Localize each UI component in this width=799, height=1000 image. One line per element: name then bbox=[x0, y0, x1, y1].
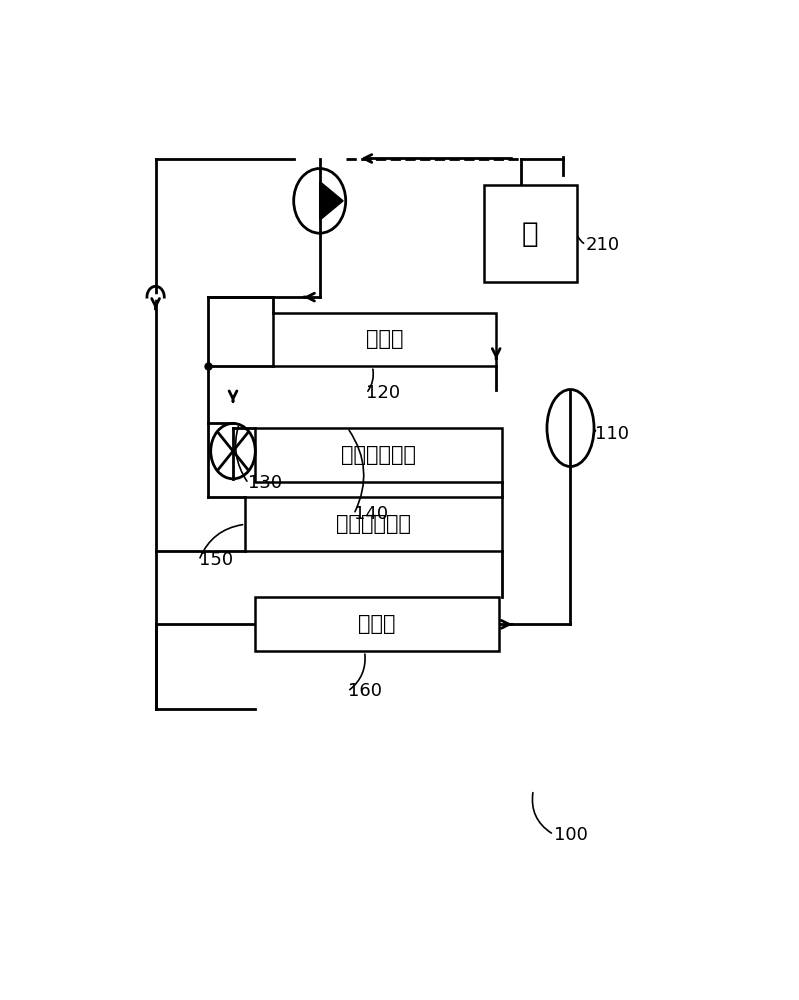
Text: 210: 210 bbox=[586, 236, 620, 254]
Text: 冷凝器: 冷凝器 bbox=[366, 329, 403, 349]
FancyBboxPatch shape bbox=[255, 597, 499, 651]
Text: 110: 110 bbox=[595, 425, 630, 443]
Text: 140: 140 bbox=[354, 505, 388, 523]
Text: 130: 130 bbox=[248, 474, 283, 492]
Text: 160: 160 bbox=[348, 682, 382, 700]
FancyBboxPatch shape bbox=[273, 312, 496, 366]
Polygon shape bbox=[320, 181, 343, 220]
FancyBboxPatch shape bbox=[484, 185, 577, 282]
Text: 150: 150 bbox=[199, 551, 233, 569]
FancyBboxPatch shape bbox=[245, 497, 503, 551]
Text: 过滤器: 过滤器 bbox=[358, 614, 396, 634]
Text: 罐: 罐 bbox=[522, 220, 539, 248]
Text: 100: 100 bbox=[554, 826, 587, 844]
Text: 第二段蒸发器: 第二段蒸发器 bbox=[336, 514, 411, 534]
Text: 第一段蒸发器: 第一段蒸发器 bbox=[341, 445, 416, 465]
Text: 120: 120 bbox=[366, 384, 400, 402]
FancyBboxPatch shape bbox=[255, 428, 503, 482]
